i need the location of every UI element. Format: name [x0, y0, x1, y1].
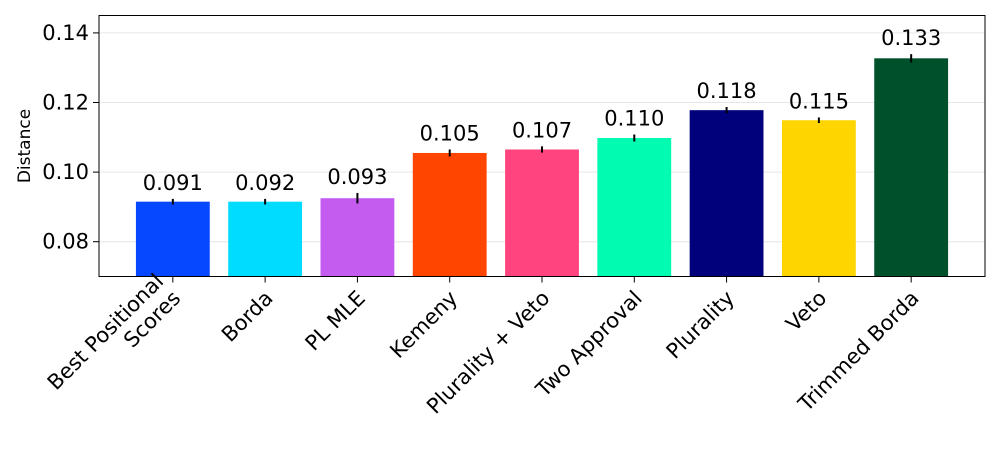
bar: [412, 152, 487, 277]
y-tick-label: 0.10: [42, 160, 89, 184]
data-label: 0.118: [697, 79, 757, 103]
y-tick-label: 0.14: [42, 21, 89, 45]
bar: [597, 137, 672, 277]
bar: [874, 58, 949, 277]
y-tick-label: 0.12: [42, 91, 89, 115]
x-tick-label: Plurality: [662, 286, 740, 364]
data-label: 0.093: [327, 165, 387, 189]
data-label: 0.107: [512, 118, 572, 142]
y-axis-label: Distance: [15, 109, 35, 183]
data-label: 0.115: [789, 89, 849, 113]
bar: [228, 201, 303, 277]
data-label: 0.105: [420, 121, 480, 145]
data-label: 0.110: [604, 107, 664, 131]
bars: [135, 58, 949, 277]
x-axis-ticks: Best PositionalScores Borda PL MLE Kemeny Pl…: [43, 269, 924, 418]
bar: [320, 198, 395, 277]
y-axis-ticks: 0.08 0.10 0.12 0.14: [42, 21, 99, 254]
bar: [135, 201, 210, 277]
bar: [505, 149, 579, 277]
data-label: 0.133: [881, 26, 941, 50]
data-label: 0.091: [143, 171, 203, 195]
x-tick-label: Borda: [217, 286, 278, 347]
y-tick-label: 0.08: [42, 230, 89, 254]
x-tick-label: PL MLE: [301, 286, 370, 355]
x-tick-label: Kemeny: [385, 286, 462, 363]
bar: [781, 120, 856, 277]
data-label: 0.092: [235, 171, 295, 195]
data-labels: 0.091 0.092 0.093 0.105 0.107 0.110 0.118 0.115…: [143, 26, 941, 195]
x-tick-label: Veto: [781, 286, 831, 336]
error-bars: [171, 54, 913, 205]
x-tick-label: Best PositionalScores: [43, 269, 186, 412]
bar: [689, 110, 764, 277]
